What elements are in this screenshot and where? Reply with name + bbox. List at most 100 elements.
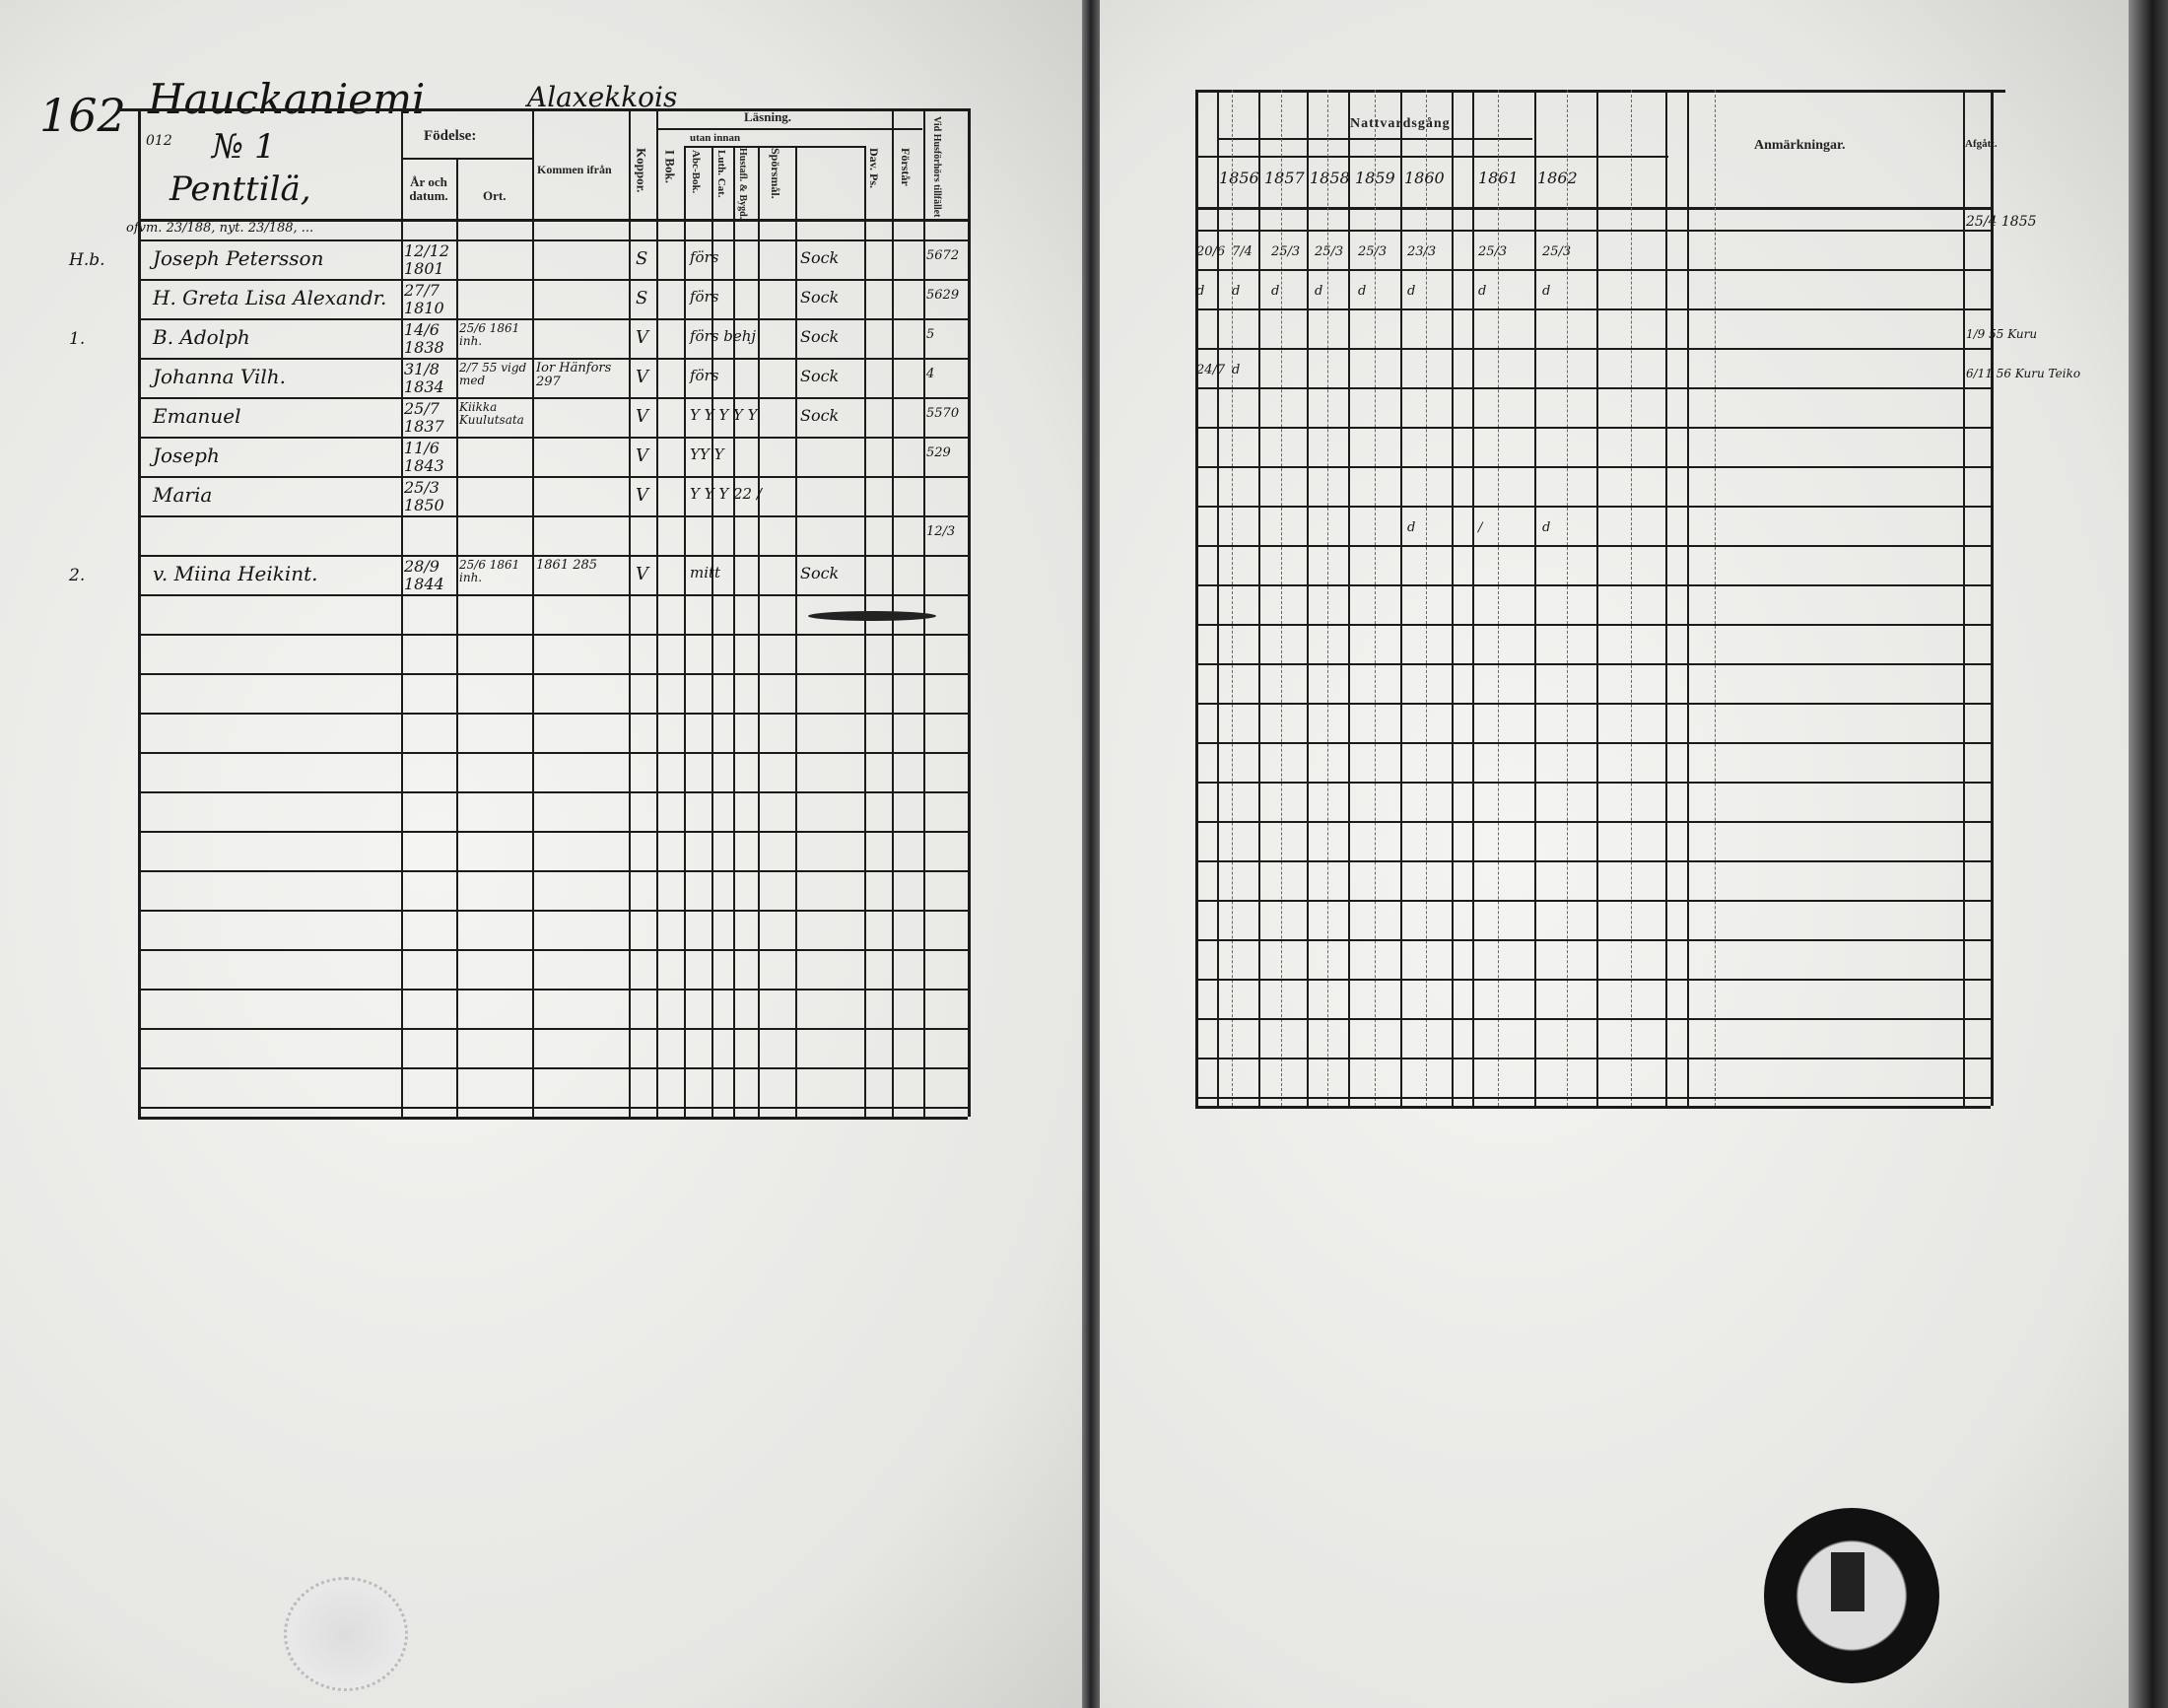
afgatt-top-date: 25/4 1855 (1966, 214, 2037, 230)
right-row-rule (1195, 1018, 1991, 1020)
communion-entry: d (1315, 284, 1323, 299)
right-header-rule (1195, 207, 1991, 210)
right-row-rule (1195, 1058, 1991, 1059)
left-row-rule (138, 1028, 968, 1030)
communion-entry: 25/3 (1315, 244, 1344, 259)
communion-entry: 24/7 (1196, 363, 1226, 377)
fodelse-rule (401, 158, 532, 160)
col-sporsmal: Spörsmål. (769, 148, 783, 199)
person-birth-place: 25/6 1861 inh. (459, 558, 520, 585)
communion-entry: d (1232, 284, 1241, 299)
left-row-rule (138, 279, 968, 281)
person-koppor: V (636, 564, 648, 584)
right-column-rule (1991, 90, 1994, 1106)
years-rule (1195, 156, 1668, 158)
col-kommen: Kommen ifrån (537, 163, 612, 176)
left-top-rule (118, 108, 968, 111)
communion-entry: 25/3 (1478, 244, 1508, 259)
faint-archive-stamp (284, 1577, 408, 1691)
communion-entry: d (1271, 284, 1280, 299)
right-row-rule (1195, 308, 1991, 310)
right-row-rule (1195, 979, 1991, 981)
communion-entry: d (1407, 284, 1416, 299)
right-row-rule (1195, 900, 1991, 902)
left-column-rule (138, 108, 141, 1117)
person-sporsmal: Sock (800, 367, 840, 385)
left-row-rule (138, 910, 968, 912)
right-dashed-rule (1567, 90, 1568, 1106)
person-forhor: 5570 (926, 406, 960, 421)
left-row-rule (138, 673, 968, 675)
right-column-rule (1687, 90, 1689, 1106)
person-reading: Y Y Y Y Y (690, 406, 758, 424)
communion-entry: d (1196, 284, 1205, 299)
year-header-1862: 1862 (1537, 169, 1578, 187)
right-column-rule (1452, 90, 1454, 1106)
right-column-rule (1534, 90, 1536, 1106)
record-code: 012 (146, 133, 172, 149)
right-row-rule (1195, 703, 1991, 705)
right-row-rule (1195, 624, 1991, 626)
left-row-rule (138, 358, 968, 360)
left-row-rule (138, 476, 968, 478)
farm-name: Penttilä, (169, 170, 311, 209)
left-row-rule (138, 1107, 968, 1109)
person-birth-place: 2/7 55 vigd med (459, 361, 527, 388)
communion-entry: 25/3 (1271, 244, 1301, 259)
communion-entry: d (1542, 520, 1551, 535)
person-afgatt: 1/9 55 Kuru (1966, 327, 2038, 341)
right-row-rule (1195, 821, 1991, 823)
person-reading: förs (690, 248, 719, 266)
person-reading: förs (690, 367, 719, 384)
right-row-rule (1195, 584, 1991, 586)
person-sporsmal: Sock (800, 248, 840, 267)
communion-entry: d (1358, 284, 1367, 299)
left-row-rule (138, 752, 968, 754)
left-row-rule (138, 949, 968, 951)
col-luth-cat: Luth. Cat. (715, 150, 728, 198)
person-koppor: V (636, 367, 648, 387)
left-row-rule (138, 831, 968, 833)
year-header-1860: 1860 (1404, 169, 1445, 187)
right-bottom-rule (1195, 1106, 1991, 1109)
right-dashed-rule (1232, 90, 1233, 1106)
left-bottom-rule (138, 1117, 968, 1120)
col-utan-innan: utan innan (690, 132, 741, 144)
right-dashed-rule (1631, 90, 1632, 1106)
person-koppor: S (636, 288, 648, 308)
col-afgatt: Afgått. (1965, 138, 1998, 150)
right-column-rule (1307, 90, 1309, 1106)
left-row-rule (138, 437, 968, 439)
communion-entry: 25/3 (1542, 244, 1572, 259)
left-row-rule (138, 791, 968, 793)
person-forhor: 5672 (926, 248, 960, 263)
page-edge (2129, 0, 2168, 1708)
person-afgatt: 6/11 56 Kuru Teiko (1966, 367, 2081, 380)
right-row-rule (1195, 466, 1991, 468)
person-name: Joseph Petersson (153, 246, 324, 270)
household-number: № 1 (212, 127, 276, 167)
person-sporsmal: Sock (800, 406, 840, 425)
village-name: Hauckaniemi (148, 75, 426, 123)
right-row-rule (1195, 860, 1991, 862)
person-reading: YY Y (690, 445, 724, 463)
communion-entry: / (1478, 520, 1483, 535)
left-column-rule (795, 146, 797, 1117)
person-reading: förs (690, 288, 719, 306)
left-row-rule (138, 318, 968, 320)
right-row-rule (1195, 269, 1991, 271)
person-forhor: 529 (926, 445, 951, 460)
right-dashed-rule (1375, 90, 1376, 1106)
right-dashed-rule (1715, 90, 1716, 1106)
right-column-rule (1472, 90, 1474, 1106)
year-header-1859: 1859 (1355, 169, 1395, 187)
left-header-rule (138, 219, 968, 222)
seal-building-icon (1831, 1552, 1864, 1611)
year-header-1858: 1858 (1310, 169, 1350, 187)
communion-entry: d (1478, 284, 1487, 299)
person-birth: 14/6 1838 (404, 320, 444, 357)
right-row-rule (1195, 230, 1991, 232)
ink-smudge (808, 611, 936, 621)
left-row-rule (138, 239, 968, 241)
col-dav-ps: Dav. Ps. (867, 148, 882, 189)
